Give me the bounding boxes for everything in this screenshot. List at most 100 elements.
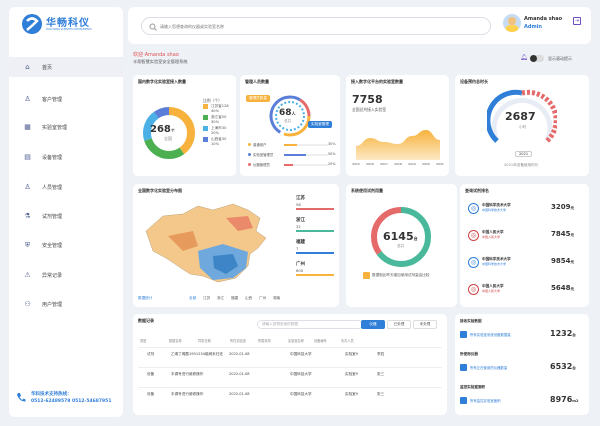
sidebar-item-label: 实验室管理 [42,124,68,131]
table-cell: 试剂 [147,352,155,356]
scroll-toggle[interactable] [530,55,544,62]
bell-icon[interactable]: 🔔︎ [520,54,528,61]
sidebar-item-4[interactable]: ♙ 人员管理 [9,177,123,197]
map-title: 全国数字化实验室分布图 [138,188,182,193]
booking-unit: 小时 [519,125,527,129]
nav-icon: ⚗ [24,211,31,220]
stat-title: 所使用仪器 [460,352,478,356]
sidebar-item-3[interactable]: ▤ 设备管理 [9,147,123,167]
map-item-bar [296,208,334,210]
stat-icon [460,364,467,371]
welcome-hello: 欢迎 Amanda shao [133,52,179,58]
sidebar-item-0[interactable]: ⌂ 首页 [9,57,123,77]
table-cell: 2022.01.08 [229,372,250,376]
rank-sub: 中国人民大学 [482,289,501,293]
avatar[interactable] [503,14,521,32]
area-chart: 2015 2016 2017 2018 2019 2020 2021 [352,130,444,166]
table-cell: 设备 [147,372,155,376]
search-icon [149,23,157,31]
stat-value: 8976m2 [550,395,579,404]
records-tab-0[interactable]: 仪器 [361,320,385,329]
map-tab-5[interactable]: 山西 [245,296,253,300]
user-role: Admin [524,24,542,30]
sidebar-item-1[interactable]: ♙ 客户管理 [9,89,123,109]
sidebar-item-7[interactable]: ⚠ 异常记录 [9,265,123,285]
usage-ring [371,207,431,267]
records-title: 数据记录 [138,318,154,323]
platform-sub: 全国总共接入实验室 [352,107,387,112]
map-tab-7[interactable]: 湖南 [273,296,281,300]
legend-pct: 30% [211,120,219,124]
map-item-value: 32 [296,224,301,229]
booking-caption: 2021年设备使用时长 [504,163,539,167]
university-logo-icon: ◎ [468,284,479,295]
table-header: 所在实验室 [230,339,246,343]
table-header: 负责人员 [341,339,354,343]
stat-item: 所有实验室系统设备数据量 [470,333,511,337]
table-cell: 张三 [377,372,385,376]
records-tab-1[interactable]: 已处理 [387,320,411,329]
lab-manage-button[interactable]: 实验室管理 [308,121,332,128]
records-card: 数据记录 请输入您想查询的数据 仪器 已处理 未处理 类型 数据名称 异常日期 所在实验室… [133,314,447,415]
map-tab-2[interactable]: 江苏 [203,296,211,300]
rank-name: 中国科学技术大学 [482,257,511,261]
year-select[interactable]: 2021 [515,151,533,157]
lab-count-total: 268个 [150,124,175,135]
brand-sub: HUACHANG SCIENTIFIC INSTRUMENTS [46,28,92,31]
map-tab-6[interactable]: 广州 [259,296,267,300]
table-cell: 实验室9 [345,392,359,396]
logout-icon[interactable]: ⇥ [573,17,581,25]
records-search[interactable]: 请输入您想查询的数据 [257,320,363,329]
staff-row-bar [284,144,298,146]
table-cell: 实验室9 [345,372,359,376]
table-header: 设备编号 [314,339,327,343]
map-item-bar [296,230,334,232]
map-tab-4[interactable]: 福建 [231,296,239,300]
sidebar-item-6[interactable]: ⛨ 安全管理 [9,235,123,255]
legend-swatch [203,126,208,131]
map-item-value: 7 [296,246,299,251]
booking-gauge [487,89,557,143]
staff-sub: 总共 [284,119,292,123]
stat-title: 监控实验室面积 [460,385,486,389]
rank-sub: 中国科学技术大学 [482,262,507,266]
usage-sub: 总共 [397,244,405,248]
map-tab-1[interactable]: 全部 [189,296,197,300]
nav-icon: ⚠ [24,270,31,279]
x-tick-label: 2019 [408,162,416,166]
table-header: 异常日期 [198,339,211,343]
booking-value: 2687 [505,110,536,123]
search-input[interactable] [160,22,480,31]
rank-name: 中国人民大学 [482,284,504,288]
phone-icon [17,393,26,402]
map-item-value: 56 [296,202,301,207]
search-box[interactable] [141,17,491,35]
records-tab-2[interactable]: 未处理 [413,320,437,329]
brand-logo[interactable]: 华畅科仪 HUACHANG SCIENTIFIC INSTRUMENTS [21,9,111,39]
staff-row-pct: 50% [328,152,336,156]
rank-card: 查询试剂排名 ◎ 中国科学技术大学 中国科学技术大学 3209元 ◎ 中国人民大学 中国人民… [460,184,589,307]
staff-badge: 管理员数量 [246,95,270,102]
staff-row-bar [284,164,293,166]
legend-name: 江苏省128 [211,104,229,108]
table-cell: 中国科技大学 [290,392,312,396]
map-tab-0[interactable]: 数据统计 [138,296,153,300]
rank-value: 7845元 [551,230,575,238]
sidebar-item-8[interactable]: ⚇ 用户管理 [9,294,123,314]
map-item-bar [296,274,334,276]
legend-swatch [203,115,208,120]
legend-pct: 20% [211,131,219,135]
staff-title: 管理人员数量 [245,79,269,84]
map-tab-3[interactable]: 浙江 [217,296,225,300]
nav-icon: ♙ [24,182,31,191]
table-cell: 张三 [377,392,385,396]
rank-value: 9854元 [551,257,575,265]
user-name: Amanda shao [524,16,563,22]
sidebar-item-2[interactable]: ▦ 实验室管理 [9,117,123,137]
map-item-name: 江苏 [296,196,305,201]
x-tick-label: 2016 [366,162,374,166]
hotline: 华科技术支持热线： 0512-62489578 0512-54687951 [16,385,120,412]
booking-title: 设备预约总时长 [460,79,488,84]
legend-swatch [203,104,208,109]
sidebar-item-5[interactable]: ⚗ 试剂管理 [9,206,123,226]
